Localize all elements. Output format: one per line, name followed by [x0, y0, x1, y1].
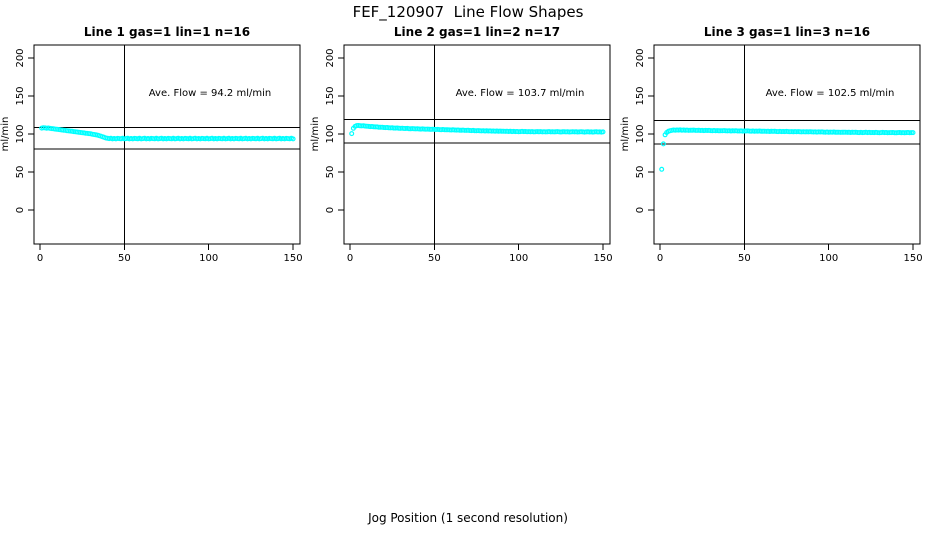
data-points [349, 122, 606, 137]
x-tick-label: 150 [904, 253, 923, 264]
x-tick-label: 100 [509, 253, 528, 264]
x-tick-label: 50 [118, 253, 131, 264]
y-tick-label: 200 [15, 48, 26, 67]
data-point [600, 129, 606, 135]
y-tick-label: 100 [325, 124, 336, 143]
y-tick-label: 50 [15, 166, 26, 179]
figure-title: FEF_120907 Line Flow Shapes [352, 3, 584, 21]
data-point [910, 130, 916, 136]
y-tick-label: 100 [15, 124, 26, 143]
x-tick-label: 150 [284, 253, 303, 264]
y-tick-label: 200 [325, 48, 336, 67]
ave-flow-annotation: Ave. Flow = 94.2 ml/min [149, 88, 271, 99]
plot-box [343, 44, 611, 245]
panel-title: Line 3 gas=1 lin=3 n=16 [704, 25, 870, 39]
x-tick-label: 0 [347, 253, 353, 264]
y-tick-label: 200 [635, 48, 646, 67]
x-tick-label: 100 [819, 253, 838, 264]
panel-1: 0 50 100 150 0 50 100 150 200 ml/min Line 1 gas=1 … [0, 25, 303, 264]
x-tick-label: 50 [738, 253, 751, 264]
x-tick-label: 0 [37, 253, 43, 264]
y-tick-label: 150 [325, 86, 336, 105]
x-axis-outer-label: Jog Position (1 second resolution) [368, 511, 568, 525]
data-points [39, 125, 296, 142]
panel-title: Line 1 gas=1 lin=1 n=16 [84, 25, 250, 39]
x-tick-label: 0 [657, 253, 663, 264]
data-point [290, 136, 296, 142]
y-tick-label: 150 [635, 86, 646, 105]
plots-canvas: 0 50 100 150 0 50 100 150 200 ml/min Line 1 gas=1 … [0, 25, 923, 264]
y-tick-label: 0 [325, 207, 336, 213]
x-tick-label: 100 [199, 253, 218, 264]
x-tick-label: 150 [594, 253, 613, 264]
x-tick-label: 50 [428, 253, 441, 264]
data-point [660, 141, 666, 147]
data-point [349, 131, 355, 137]
y-axis-label: ml/min [620, 117, 631, 152]
y-tick-label: 50 [325, 166, 336, 179]
panel-3: 0 50 100 150 0 50 100 150 200 ml/min Line 3 gas=1 … [620, 25, 923, 264]
y-tick-label: 100 [635, 124, 646, 143]
y-tick-label: 0 [15, 207, 26, 213]
data-point [659, 166, 665, 172]
y-axis-label: ml/min [310, 117, 321, 152]
plot-box [33, 44, 301, 245]
ave-flow-annotation: Ave. Flow = 102.5 ml/min [766, 88, 895, 99]
y-tick-label: 150 [15, 86, 26, 105]
ave-flow-annotation: Ave. Flow = 103.7 ml/min [456, 88, 585, 99]
plot-box [653, 44, 921, 245]
y-tick-label: 0 [635, 207, 646, 213]
y-tick-label: 50 [635, 166, 646, 179]
data-points [659, 127, 916, 172]
panel-title: Line 2 gas=1 lin=2 n=17 [394, 25, 560, 39]
y-axis-label: ml/min [0, 117, 11, 152]
panel-2: 0 50 100 150 0 50 100 150 200 ml/min Line 2 gas=1 … [310, 25, 613, 264]
